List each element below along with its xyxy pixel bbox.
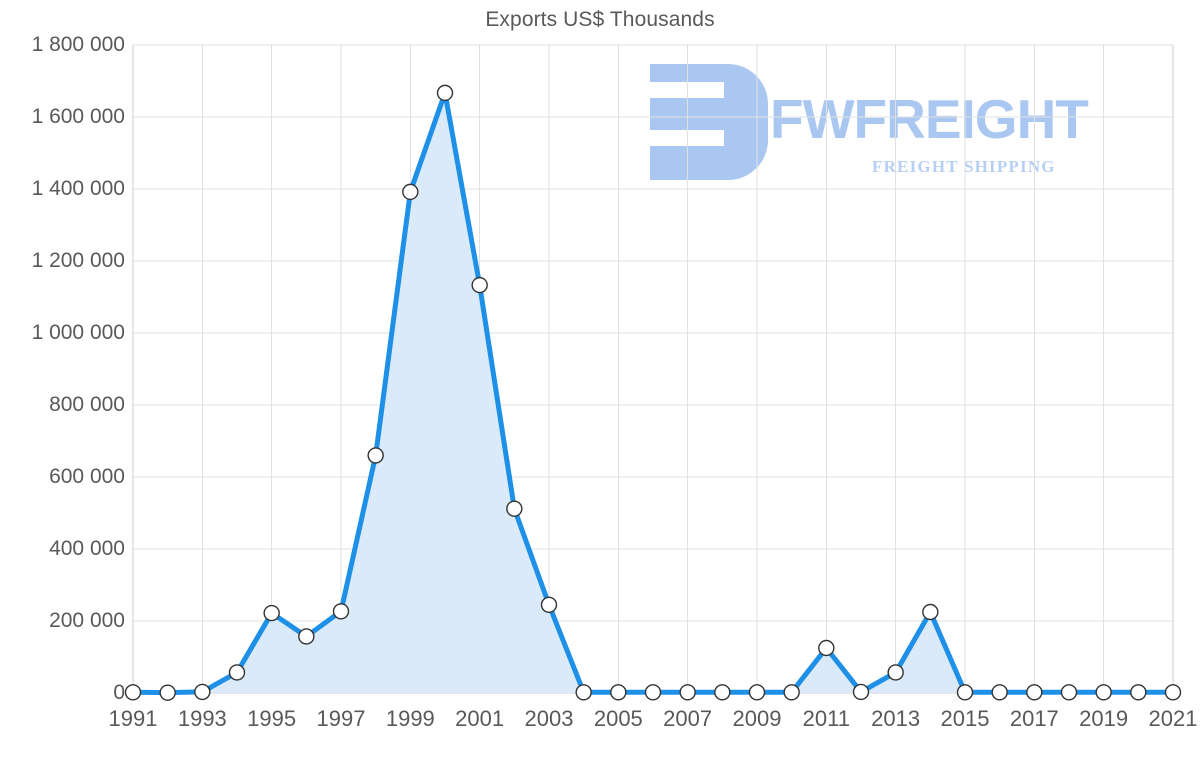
data-point[interactable] xyxy=(922,603,939,621)
data-point[interactable] xyxy=(1026,684,1043,701)
chart-title: Exports US$ Thousands xyxy=(485,8,715,31)
data-point[interactable] xyxy=(367,447,384,464)
data-point[interactable] xyxy=(298,628,315,645)
data-point[interactable] xyxy=(228,664,246,681)
watermark-brand: FWFREIGHT xyxy=(770,88,1089,150)
data-point[interactable] xyxy=(436,84,454,102)
data-point[interactable] xyxy=(263,604,280,622)
data-point[interactable] xyxy=(332,603,350,620)
data-point[interactable] xyxy=(1130,684,1147,701)
data-point[interactable] xyxy=(540,596,558,613)
data-point[interactable] xyxy=(956,684,974,701)
data-point[interactable] xyxy=(991,684,1008,701)
data-point[interactable] xyxy=(783,684,800,701)
data-point[interactable] xyxy=(506,500,523,517)
data-point[interactable] xyxy=(748,684,766,701)
data-point[interactable] xyxy=(818,639,835,657)
data-point[interactable] xyxy=(887,664,904,681)
area-fill xyxy=(133,92,1173,693)
data-line xyxy=(130,90,1176,696)
data-point[interactable] xyxy=(679,684,696,701)
data-point[interactable] xyxy=(159,684,176,701)
grid-lines xyxy=(132,44,1174,694)
data-point[interactable] xyxy=(471,276,488,294)
data-point[interactable] xyxy=(1060,684,1078,701)
data-point[interactable] xyxy=(852,683,870,701)
data-markers xyxy=(124,84,1182,701)
data-point[interactable] xyxy=(610,684,627,701)
watermark-tagline: FREIGHT SHIPPING xyxy=(872,157,1056,176)
data-point[interactable] xyxy=(1095,684,1112,701)
data-point[interactable] xyxy=(402,183,419,201)
data-point[interactable] xyxy=(194,683,211,701)
data-point[interactable] xyxy=(124,684,142,701)
data-point[interactable] xyxy=(714,684,731,701)
data-point[interactable] xyxy=(644,684,662,701)
data-point[interactable] xyxy=(1164,684,1182,701)
data-point[interactable] xyxy=(575,684,592,701)
